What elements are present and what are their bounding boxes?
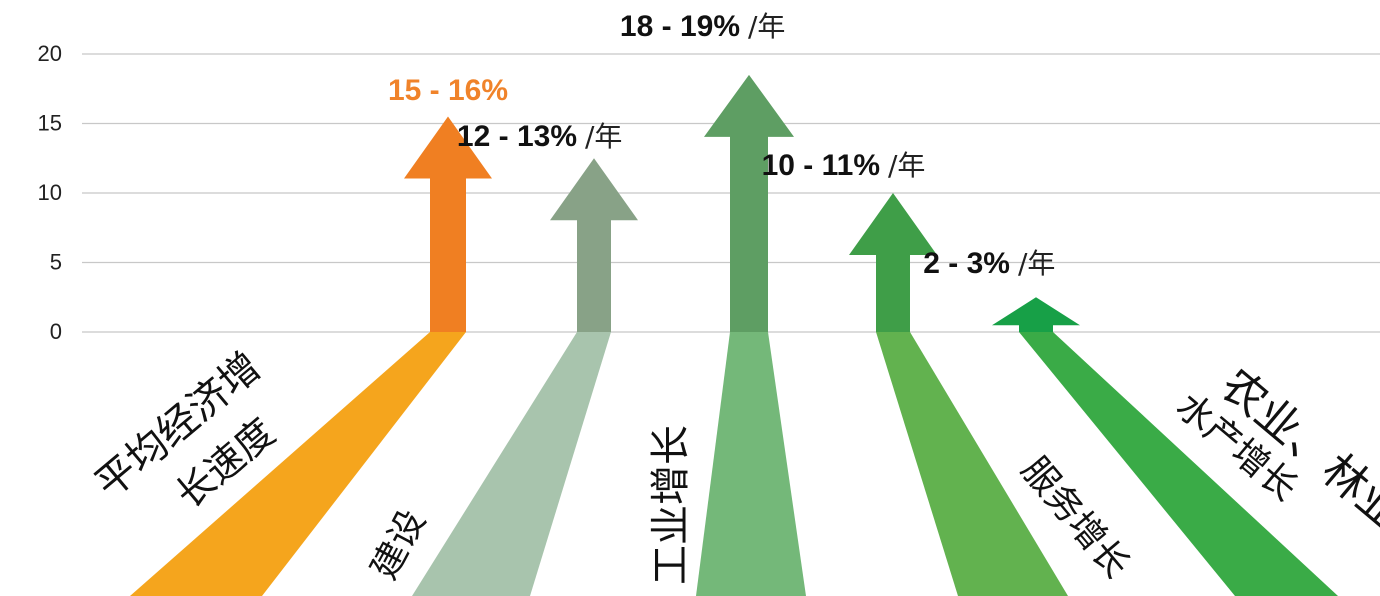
y-tick-label: 0 [50, 319, 62, 344]
y-tick-label: 20 [38, 41, 62, 66]
value-label: 18 - 19% [620, 10, 740, 43]
arrow-bar [550, 158, 638, 332]
value-label: 2 - 3% [923, 247, 1010, 280]
arrow-bars [404, 75, 1080, 332]
floor-beam [412, 332, 611, 596]
category-label: 建设 [364, 503, 434, 586]
arrow-bar [704, 75, 794, 332]
value-label-unit: /年 [748, 10, 785, 43]
y-tick-label: 15 [38, 111, 62, 136]
value-label-unit: /年 [1018, 247, 1055, 280]
y-tick-label: 10 [38, 180, 62, 205]
arrow-bar [992, 297, 1080, 332]
value-label-percent: 12 - 13% [457, 120, 577, 153]
value-label-percent: 2 - 3% [923, 247, 1010, 280]
category-label: 工业增长 [648, 425, 694, 585]
floor-beam [696, 332, 806, 596]
value-label-percent: 18 - 19% [620, 10, 740, 43]
value-label-percent: 15 - 16% [388, 74, 508, 107]
perspective-floor [130, 332, 1338, 596]
y-axis-ticks: 0 5 10 15 20 [38, 41, 62, 344]
value-label-unit: /年 [585, 120, 622, 153]
value-label: 12 - 13% [457, 120, 577, 153]
y-tick-label: 5 [50, 250, 62, 275]
value-label-unit: /年 [888, 149, 925, 182]
value-label: 10 - 11% [762, 149, 880, 182]
value-label: 15 - 16% [388, 74, 508, 107]
value-label-percent: 10 - 11% [762, 149, 880, 182]
value-labels: 15 - 16%12 - 13%/年18 - 19%/年10 - 11%/年2 … [388, 10, 1055, 280]
